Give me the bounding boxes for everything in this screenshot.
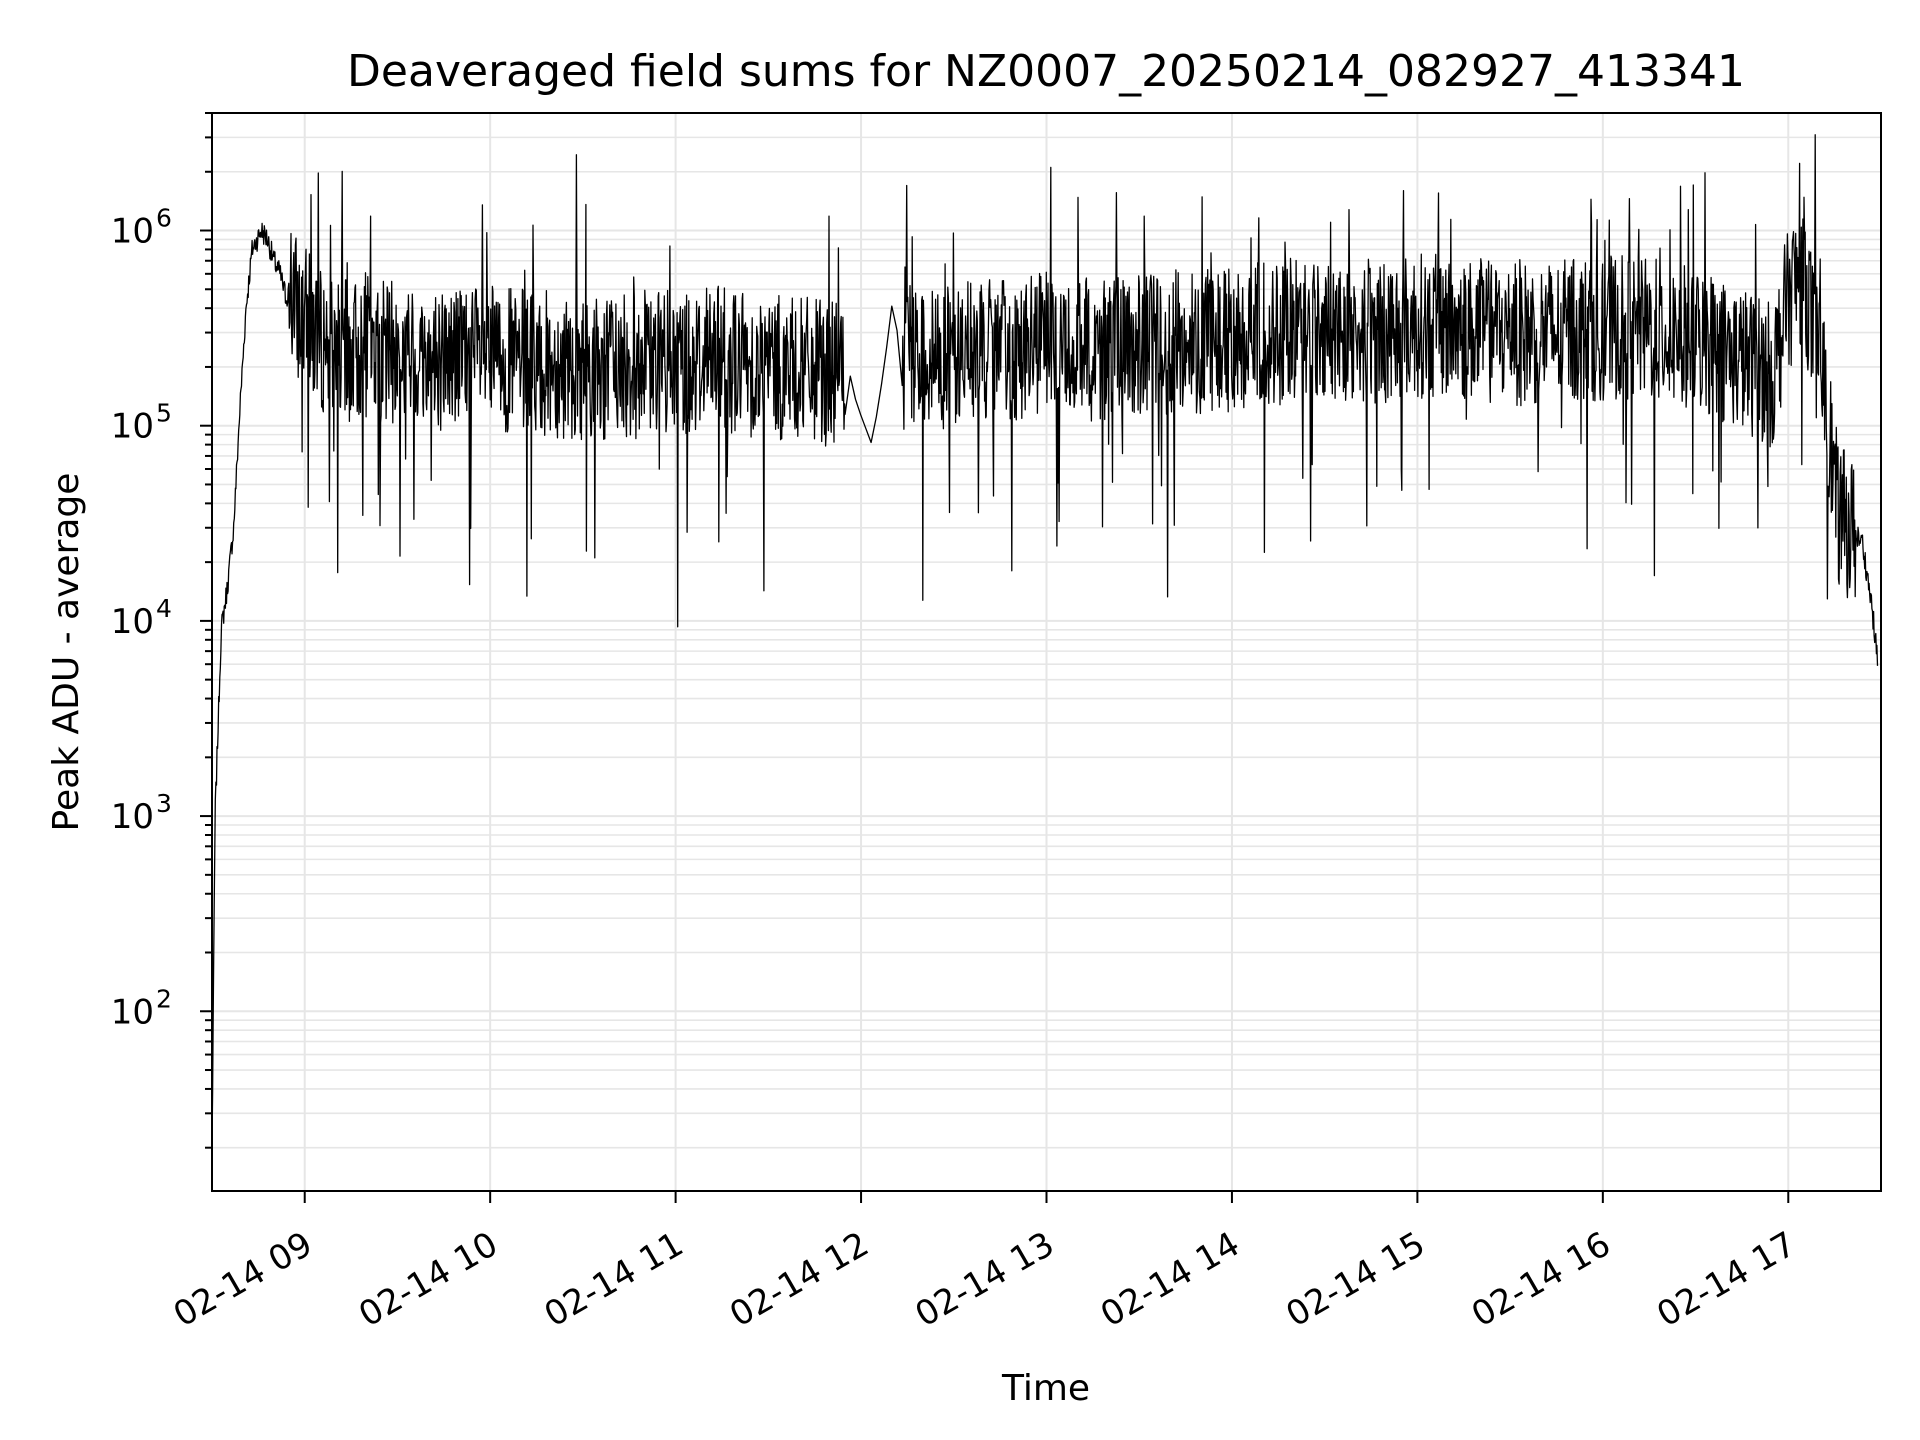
y-tick-label-exponent: 4 <box>156 594 172 623</box>
chart-title: Deaveraged field sums for NZ0007_2025021… <box>347 46 1745 97</box>
y-tick-label-exponent: 6 <box>156 204 172 233</box>
y-tick-label-exponent: 2 <box>156 984 172 1013</box>
y-tick-label-exponent: 5 <box>156 399 172 428</box>
x-axis-label: Time <box>1001 1368 1090 1409</box>
y-tick-label: 10 <box>111 407 154 447</box>
y-axis-label: Peak ADU - average <box>46 473 87 832</box>
y-tick-label: 10 <box>111 797 154 837</box>
y-tick-label-exponent: 3 <box>156 789 172 818</box>
data-series-line <box>211 134 1879 1146</box>
series-line <box>211 134 1879 1146</box>
y-tick-label: 10 <box>111 992 154 1032</box>
y-tick-label: 10 <box>111 602 154 642</box>
y-tick-label: 10 <box>111 212 154 252</box>
